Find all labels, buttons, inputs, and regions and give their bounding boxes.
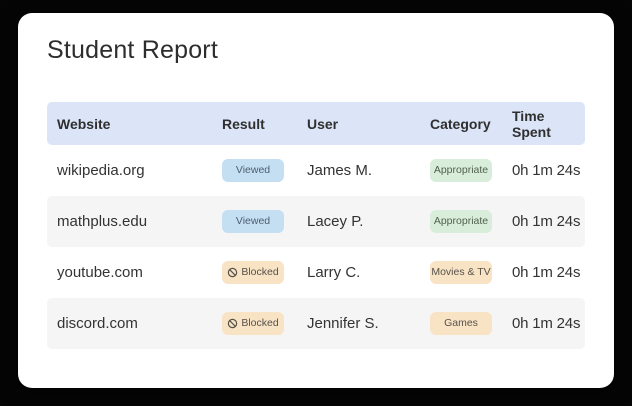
website-cell: discord.com	[57, 315, 138, 332]
result-badge: Blocked	[222, 312, 284, 335]
result-badge-label: Viewed	[235, 215, 271, 228]
result-badge: Viewed	[222, 210, 284, 233]
table-header-row: Website Result User Category Time Spent	[47, 102, 585, 145]
column-header-time-spent: Time Spent	[512, 107, 551, 140]
website-cell: mathplus.edu	[57, 213, 148, 230]
column-header-user: User	[307, 115, 339, 132]
category-badge-label: Movies & TV	[431, 266, 491, 279]
category-badge-label: Appropriate	[433, 215, 489, 228]
category-badge: Appropriate	[430, 210, 492, 233]
time-spent-cell: 0h 1m 24s	[512, 264, 581, 281]
website-cell: wikipedia.org	[57, 162, 145, 179]
table-row: mathplus.edu Viewed Lacey P. Appropriate…	[47, 196, 585, 247]
user-cell: Jennifer S.	[307, 315, 379, 332]
result-badge-label: Blocked	[241, 266, 279, 279]
student-report-card: Student Report Website Result User Categ…	[18, 13, 614, 388]
result-badge: Blocked	[222, 261, 284, 284]
table-row: youtube.com Blocked Larry C. Movies & TV…	[47, 247, 585, 298]
column-header-category: Category	[430, 115, 491, 132]
result-badge: Viewed	[222, 159, 284, 182]
time-spent-cell: 0h 1m 24s	[512, 213, 581, 230]
table-row: discord.com Blocked Jennifer S. Games 0h…	[47, 298, 585, 349]
blocked-icon	[228, 318, 238, 329]
time-spent-cell: 0h 1m 24s	[512, 315, 581, 332]
website-cell: youtube.com	[57, 264, 143, 281]
column-header-website: Website	[57, 115, 111, 132]
result-badge-label: Viewed	[235, 164, 271, 177]
page-title: Student Report	[47, 36, 218, 64]
user-cell: Lacey P.	[307, 213, 364, 230]
user-cell: Larry C.	[307, 264, 361, 281]
category-badge: Games	[430, 312, 492, 335]
table-body: wikipedia.org Viewed James M. Appropriat…	[47, 145, 585, 349]
category-badge-label: Appropriate	[433, 164, 489, 177]
time-spent-cell: 0h 1m 24s	[512, 162, 581, 179]
category-badge: Movies & TV	[430, 261, 492, 284]
blocked-icon	[228, 267, 238, 278]
category-badge: Appropriate	[430, 159, 492, 182]
user-cell: James M.	[307, 162, 373, 179]
result-badge-label: Blocked	[241, 317, 279, 330]
table-row: wikipedia.org Viewed James M. Appropriat…	[47, 145, 585, 196]
column-header-result: Result	[222, 115, 265, 132]
student-report-table: Website Result User Category Time Spent …	[47, 102, 585, 349]
category-badge-label: Games	[444, 317, 478, 330]
